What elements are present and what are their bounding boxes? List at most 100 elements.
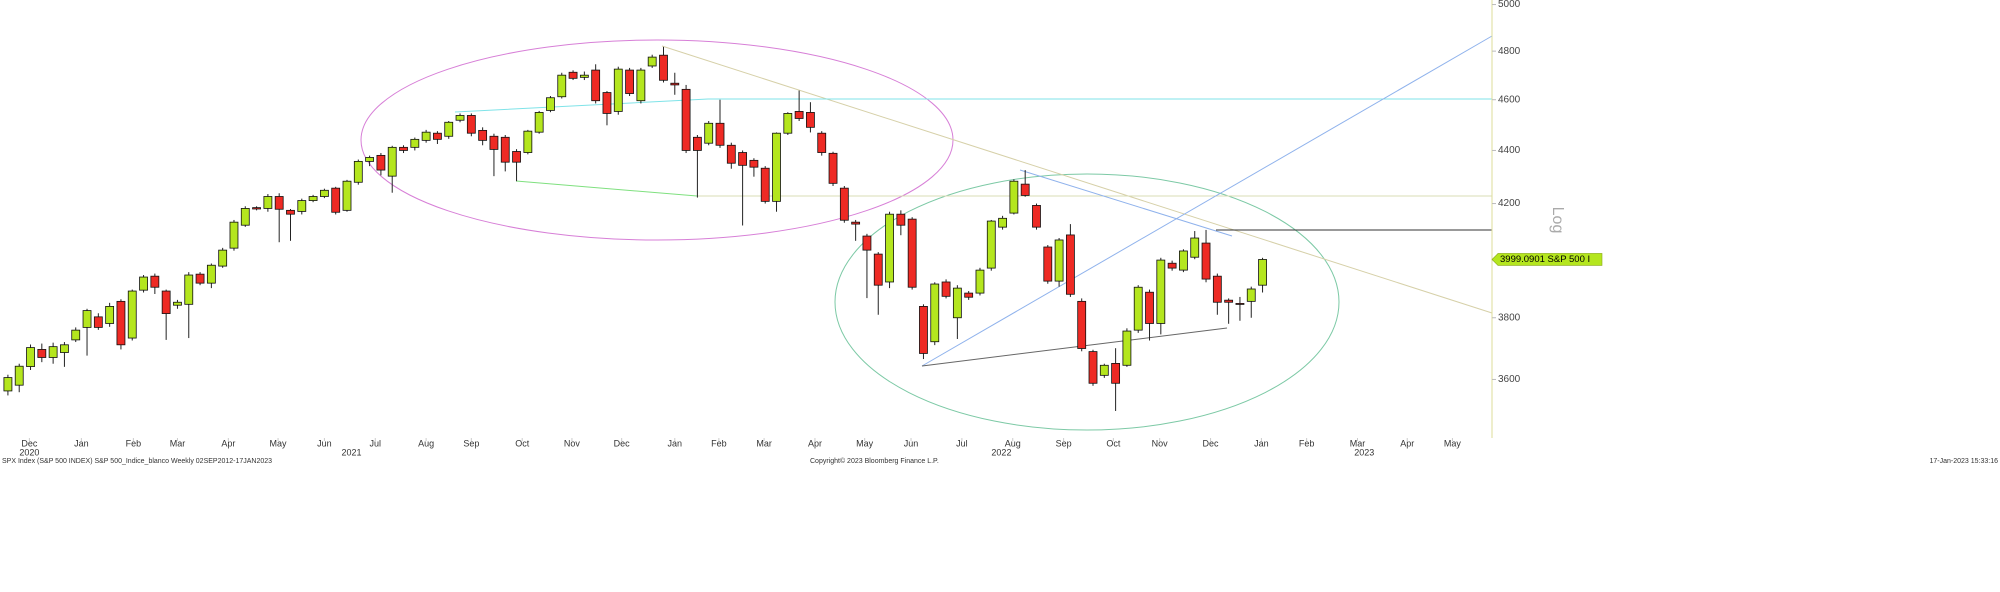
support-line — [515, 180, 698, 197]
candle-body — [48, 346, 58, 358]
candle-body — [715, 122, 725, 146]
y-tick-label: 3600 — [1498, 374, 1521, 385]
candle-body — [851, 221, 861, 225]
candle-body — [37, 349, 47, 358]
candle-body — [681, 88, 691, 151]
candle-body — [964, 292, 974, 298]
candle-body — [568, 71, 578, 79]
footer-center: Copyright© 2023 Bloomberg Finance L.P. — [810, 457, 939, 465]
candle-body — [1133, 286, 1143, 331]
candle-body — [93, 316, 103, 328]
candle-body — [433, 132, 442, 140]
candle-body — [1156, 259, 1166, 324]
candle-body — [478, 129, 488, 141]
candle-body — [873, 253, 883, 286]
x-tick-label: Apr — [808, 438, 822, 448]
candle-body — [500, 136, 510, 163]
candle-body — [1246, 288, 1256, 302]
candle-body — [602, 92, 612, 114]
y-tick-label: 4800 — [1498, 46, 1521, 57]
candle-body — [1111, 363, 1121, 384]
candle-body — [692, 136, 702, 151]
candle-body — [941, 281, 951, 297]
candle-body — [512, 151, 521, 163]
x-tick-label: Jul — [956, 438, 968, 448]
candle-body — [579, 74, 589, 78]
channel-line — [1019, 169, 1233, 237]
candle-body — [839, 187, 849, 221]
candle-body — [1032, 205, 1041, 228]
candle-body — [263, 196, 273, 209]
candle-body — [1212, 275, 1222, 303]
x-tick-label: Sep — [1056, 438, 1072, 448]
candle-body — [195, 273, 205, 284]
year-label: 2022 — [991, 447, 1011, 457]
candle-body — [670, 82, 680, 86]
candle-body — [105, 306, 115, 324]
x-tick-label: Nov — [564, 438, 581, 448]
x-tick-label: Mar — [756, 438, 772, 448]
candle-body — [399, 146, 408, 151]
candle-body — [704, 122, 714, 144]
candle-body — [1145, 291, 1154, 324]
x-tick-label: Jan — [668, 438, 683, 448]
y-tick-label: 4400 — [1498, 145, 1521, 156]
candle-body — [659, 54, 668, 81]
x-tick-label: Jun — [904, 438, 919, 448]
candle-body — [907, 218, 917, 288]
candle-body — [229, 221, 239, 249]
candle-body — [806, 112, 815, 128]
x-tick-label: Aug — [418, 438, 434, 448]
candle-body — [930, 283, 940, 343]
candle-body — [489, 135, 499, 150]
candle-body — [308, 196, 318, 201]
candle-body — [1167, 262, 1177, 269]
candle-body — [319, 189, 329, 197]
candle-body — [817, 132, 827, 153]
candle-body — [794, 111, 804, 119]
candle-body — [546, 97, 555, 111]
candle-body — [1235, 303, 1245, 305]
candle-body — [557, 74, 567, 98]
candle-body — [444, 121, 454, 137]
footer-left: SPX Index (S&P 500 INDEX) S&P 500_Indice… — [2, 458, 272, 465]
y-tick-label: 4600 — [1498, 94, 1521, 105]
candle-body — [387, 146, 397, 177]
x-tick-label: Apr — [1400, 438, 1414, 448]
candle-body — [150, 275, 160, 288]
x-tick-label: May — [270, 438, 288, 448]
resistance-line — [454, 98, 1492, 113]
candle-body — [3, 377, 13, 392]
candle-body — [952, 287, 962, 319]
candle-body — [410, 138, 420, 148]
candle-body — [116, 300, 126, 346]
candle-body — [1065, 234, 1075, 295]
candle-body — [1122, 330, 1132, 366]
candle-body — [455, 115, 465, 121]
candle-body — [896, 213, 906, 226]
x-tick-label: Mar — [1350, 438, 1366, 448]
candle-body — [647, 56, 657, 67]
candle-body — [975, 269, 985, 294]
candle-body — [365, 157, 375, 162]
year-label: 2020 — [19, 447, 39, 457]
trend-line — [661, 45, 1493, 314]
candle-body — [1020, 183, 1030, 196]
annotations — [360, 35, 1493, 431]
candle-body — [252, 207, 261, 210]
candle-body — [783, 113, 793, 134]
x-tick-label: Feb — [126, 438, 142, 448]
candle-body — [274, 196, 284, 210]
y-tick-label: 4200 — [1498, 198, 1521, 209]
candle-body — [342, 180, 352, 211]
channel-line — [921, 35, 1493, 367]
x-tick-label: Sep — [463, 438, 479, 448]
candle-body — [1099, 364, 1109, 376]
ellipse-2022 — [834, 173, 1340, 431]
candle-body — [1077, 300, 1087, 349]
candle-body — [738, 152, 748, 166]
candle-body — [1054, 239, 1064, 282]
x-tick-label: May — [1444, 438, 1462, 448]
candle-body — [82, 310, 92, 328]
x-tick-label: Feb — [1299, 438, 1315, 448]
